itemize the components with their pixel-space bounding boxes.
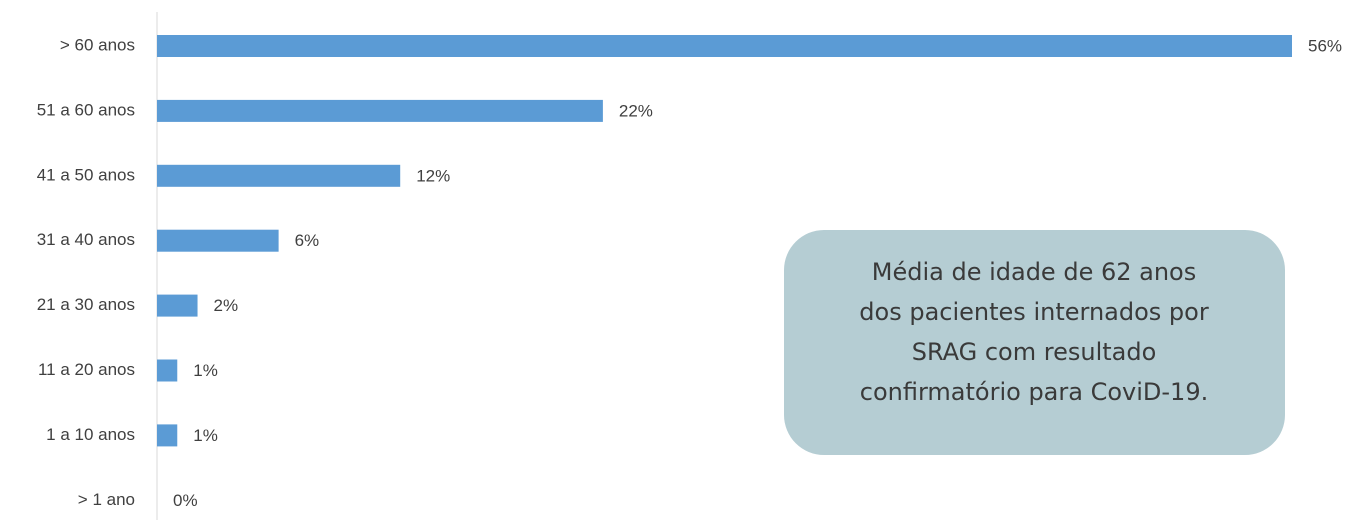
annotation-text: SRAG com resultado (912, 338, 1157, 366)
bar (157, 359, 178, 382)
y-tick-label: > 60 anos (60, 35, 135, 54)
bar (157, 164, 401, 187)
y-tick-label: > 1 ano (78, 490, 135, 509)
annotation-text: dos pacientes internados por (859, 298, 1209, 326)
annotation-text: Média de idade de 62 anos (872, 258, 1196, 286)
bar (157, 294, 198, 317)
data-label: 2% (214, 296, 239, 315)
y-tick-label: 1 a 10 anos (46, 425, 135, 444)
data-label: 0% (173, 491, 198, 510)
annotation-box (784, 230, 1285, 455)
y-tick-label: 41 a 50 anos (37, 165, 135, 184)
bar (157, 424, 178, 447)
data-label: 56% (1308, 36, 1342, 55)
data-label: 1% (193, 426, 218, 445)
y-tick-label: 11 a 20 anos (38, 360, 135, 379)
data-label: 1% (193, 361, 218, 380)
data-label: 12% (416, 166, 450, 185)
bar (157, 99, 603, 122)
bar (157, 35, 1292, 57)
y-tick-label: 21 a 30 anos (37, 295, 135, 314)
bar (157, 229, 279, 252)
data-label: 6% (295, 231, 320, 250)
y-tick-label: 31 a 40 anos (37, 230, 135, 249)
y-tick-label: 51 a 60 anos (37, 100, 135, 119)
annotation-text: confirmatório para CoviD-19. (860, 378, 1208, 406)
data-label: 22% (619, 101, 653, 120)
